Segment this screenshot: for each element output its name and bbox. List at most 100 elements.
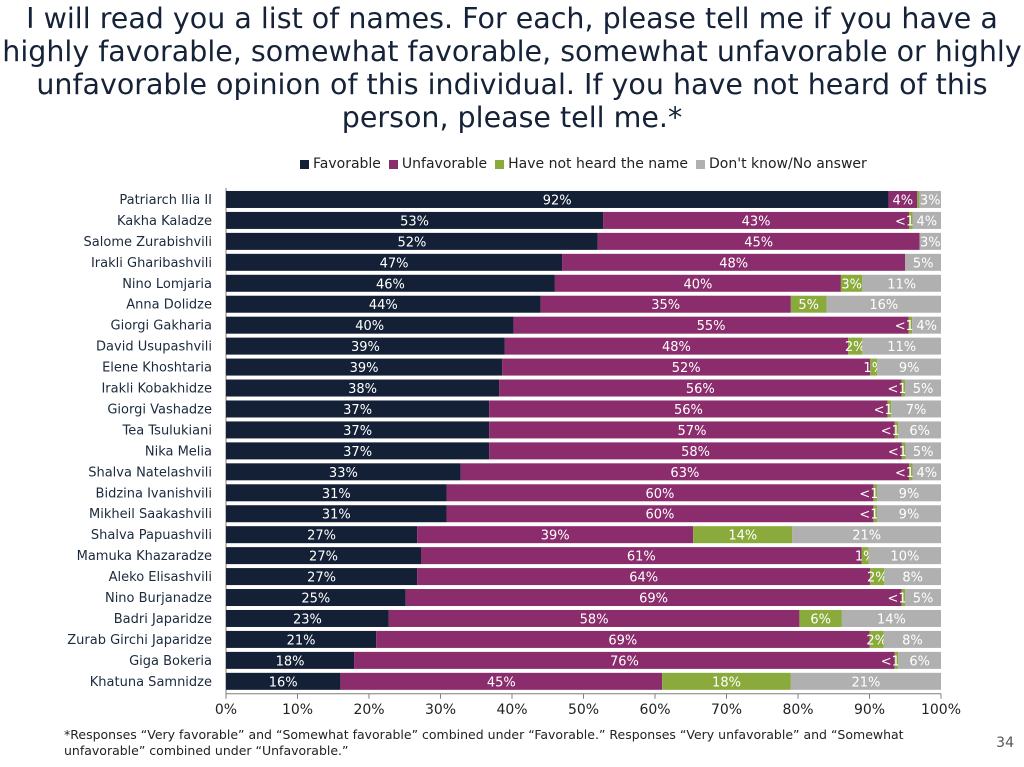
data-label: 37% bbox=[343, 403, 372, 418]
data-label: 40% bbox=[355, 319, 384, 334]
category-label: Zurab Girchi Japaridze bbox=[67, 633, 212, 648]
bar-segment bbox=[226, 274, 555, 292]
chart-legend: Favorable Unfavorable Have not heard the n… bbox=[300, 156, 875, 172]
data-label: 21% bbox=[851, 675, 880, 690]
bar-segment bbox=[905, 379, 941, 397]
data-label: 21% bbox=[287, 633, 316, 648]
data-label: 27% bbox=[307, 571, 336, 586]
data-label: 63% bbox=[670, 466, 699, 481]
bar-segment bbox=[502, 358, 871, 376]
legend-label: Don't know/No answer bbox=[709, 156, 867, 172]
bar-segment bbox=[870, 568, 885, 586]
category-label: Mikheil Saakashvili bbox=[89, 507, 212, 522]
bar-segment bbox=[901, 589, 906, 607]
data-label: 52% bbox=[397, 235, 426, 250]
bar-segment bbox=[489, 400, 888, 418]
data-label: 2% bbox=[867, 571, 888, 586]
bar-segment bbox=[226, 253, 563, 271]
data-label: 48% bbox=[662, 340, 691, 355]
legend-item: Favorable bbox=[300, 156, 381, 172]
x-tick-label: 60% bbox=[639, 702, 670, 718]
bar-segment bbox=[226, 630, 377, 648]
category-label: Giorgi Gakharia bbox=[111, 319, 212, 334]
bar-segment bbox=[792, 526, 941, 544]
bar-segment bbox=[869, 630, 884, 648]
data-label: 39% bbox=[350, 361, 379, 376]
data-label: 47% bbox=[380, 256, 409, 271]
data-label: 21% bbox=[852, 529, 881, 544]
category-label: Elene Khoshtaria bbox=[102, 361, 212, 376]
bar-segment bbox=[226, 190, 889, 208]
bar-segment bbox=[862, 274, 941, 292]
data-label: 39% bbox=[541, 529, 570, 544]
bar-segment bbox=[562, 253, 906, 271]
data-label: 14% bbox=[877, 612, 906, 627]
data-label: 45% bbox=[487, 675, 516, 690]
data-label: 4% bbox=[916, 466, 937, 481]
data-label: 4% bbox=[893, 193, 914, 208]
data-label: 6% bbox=[810, 612, 831, 627]
bar-segment bbox=[226, 400, 490, 418]
data-label: 9% bbox=[899, 361, 920, 376]
legend-label: Favorable bbox=[313, 156, 381, 172]
category-label: Nino Lomjaria bbox=[122, 277, 212, 292]
data-label: 27% bbox=[309, 550, 338, 565]
bar-segment bbox=[848, 337, 863, 355]
bar-segment bbox=[226, 547, 421, 565]
data-label: 57% bbox=[678, 424, 707, 439]
data-label: 18% bbox=[712, 675, 741, 690]
data-label: 5% bbox=[913, 382, 934, 397]
bar-segment bbox=[513, 316, 909, 334]
footnote: *Responses “Very favorable” and “Somewha… bbox=[64, 727, 904, 758]
bar-segment bbox=[912, 211, 941, 229]
data-label: 16% bbox=[269, 675, 298, 690]
category-label: Irakli Kobakhidze bbox=[101, 382, 212, 397]
bar-segment bbox=[873, 505, 877, 523]
bar-segment bbox=[226, 526, 418, 544]
bar-segment bbox=[912, 463, 941, 481]
bar-segment bbox=[840, 274, 863, 292]
data-label: 16% bbox=[869, 298, 898, 313]
data-label: 46% bbox=[376, 277, 405, 292]
bar-segment bbox=[799, 609, 842, 627]
bar-segment bbox=[917, 190, 920, 208]
legend-label: Have not heard the name bbox=[508, 156, 688, 172]
data-label: 37% bbox=[343, 445, 372, 460]
legend-swatch bbox=[495, 159, 505, 169]
data-label: 52% bbox=[672, 361, 701, 376]
data-label: 53% bbox=[400, 214, 429, 229]
data-label: 8% bbox=[902, 571, 923, 586]
bar-segment bbox=[877, 358, 941, 376]
legend-swatch bbox=[300, 159, 309, 169]
category-label: David Usupashvili bbox=[96, 340, 212, 355]
x-tick-label: 50% bbox=[568, 702, 599, 718]
x-tick-label: 80% bbox=[782, 702, 813, 718]
data-label: 10% bbox=[890, 550, 919, 565]
bar-segment bbox=[226, 442, 490, 460]
bar-segment bbox=[905, 253, 941, 271]
bar-segment bbox=[226, 316, 514, 334]
bar-segment bbox=[868, 547, 941, 565]
bar-segment bbox=[662, 672, 791, 690]
data-label: 31% bbox=[322, 508, 351, 523]
data-label: 31% bbox=[322, 487, 351, 502]
data-label: 43% bbox=[742, 214, 771, 229]
bar-segment bbox=[901, 442, 906, 460]
data-label: 11% bbox=[887, 277, 916, 292]
bar-segment bbox=[226, 651, 355, 669]
bar-segment bbox=[887, 400, 892, 418]
bar-segment bbox=[489, 421, 895, 439]
bar-segment bbox=[226, 232, 598, 250]
data-label: 69% bbox=[639, 592, 668, 607]
data-label: 55% bbox=[697, 319, 726, 334]
bar-segment bbox=[905, 589, 941, 607]
bar-segment bbox=[919, 232, 941, 250]
data-label: 3% bbox=[920, 193, 941, 208]
data-label: 56% bbox=[686, 382, 715, 397]
bar-segment bbox=[554, 274, 841, 292]
data-label: 76% bbox=[610, 654, 639, 669]
bar-segment bbox=[898, 421, 941, 439]
bar-segment bbox=[489, 442, 902, 460]
data-label: 5% bbox=[913, 445, 934, 460]
category-label: Mamuka Khazaradze bbox=[77, 549, 212, 564]
